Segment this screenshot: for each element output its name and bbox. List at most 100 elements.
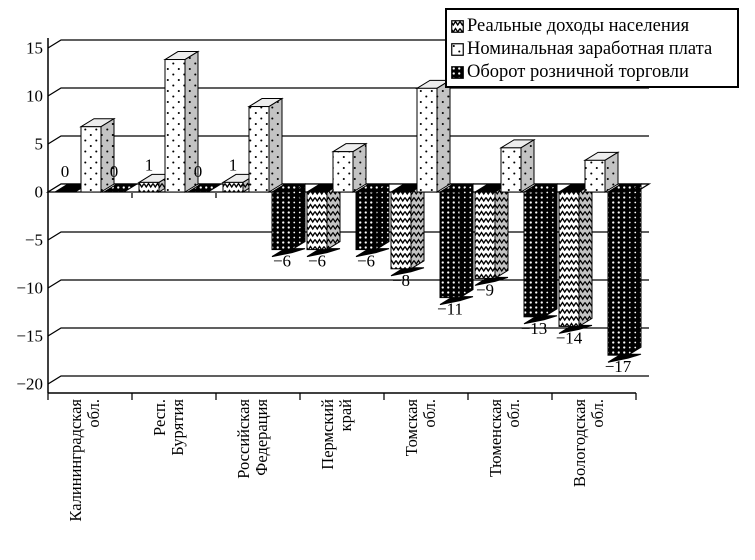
y-axis-tick-label: 15 xyxy=(26,39,43,58)
y-axis-tick-label: 10 xyxy=(26,87,43,106)
grid-line xyxy=(47,375,649,385)
bar-front-face xyxy=(355,191,377,251)
y-axis-tick-label: 0 xyxy=(35,183,44,202)
bar-front-face xyxy=(332,151,354,193)
y-axis-tick-label: −20 xyxy=(16,375,43,394)
data-label: −17 xyxy=(605,357,632,376)
bar-layer xyxy=(53,50,643,363)
grid-line xyxy=(47,135,649,145)
bar-zero-cap xyxy=(270,183,307,193)
axis-layer xyxy=(47,38,637,400)
data-label: 1 xyxy=(145,155,154,174)
bar-side-face xyxy=(543,183,558,318)
data-label: 0 xyxy=(194,162,203,181)
category-label: обл. xyxy=(588,399,607,428)
bar-front-face xyxy=(416,87,438,193)
category-label: Респ. xyxy=(150,399,169,436)
category-label: Томская xyxy=(402,399,421,457)
bar-bottom-face xyxy=(355,248,390,258)
legend-label: Оборот розничной торговли xyxy=(467,62,689,82)
bar-side-face xyxy=(100,117,115,193)
bar-bottom-face xyxy=(306,248,341,258)
data-label: 0 xyxy=(61,162,70,181)
bar-side-face xyxy=(326,183,341,251)
bar-bottom-face xyxy=(607,353,642,363)
bar-front-face xyxy=(248,106,270,193)
category-label: Пермский xyxy=(318,399,337,470)
bar-bottom-face xyxy=(474,276,509,286)
data-label: −13 xyxy=(521,319,548,338)
bar-zero-cap xyxy=(186,183,223,193)
bar-side-face xyxy=(291,183,306,251)
y-axis-tick-label: 5 xyxy=(35,135,44,154)
category-label: Калининградская xyxy=(66,399,85,522)
bar-front-face xyxy=(500,147,522,193)
grid-line xyxy=(47,327,649,337)
bar-front-face xyxy=(558,191,580,327)
category-label: Федерация xyxy=(252,399,271,476)
data-label: −6 xyxy=(273,252,291,271)
legend-item: Оборот розничной торговли xyxy=(451,61,737,84)
bar-front-face xyxy=(164,59,186,193)
bar-side-face xyxy=(520,138,535,193)
data-label: −11 xyxy=(437,300,463,319)
category-label: Тюменская xyxy=(486,399,505,477)
bar-zero-cap xyxy=(354,183,391,193)
bar-front-face xyxy=(523,191,545,318)
zigzag-pattern-icon xyxy=(451,20,464,33)
bar-zero-cap xyxy=(522,183,559,193)
y-axis-tick-label: −5 xyxy=(25,231,43,250)
bar-front-face xyxy=(306,191,328,251)
bar-bottom-face xyxy=(558,324,593,334)
bar-side-face xyxy=(578,183,593,328)
bar-front-face xyxy=(390,191,412,270)
bar-side-face xyxy=(268,97,283,193)
data-label: −6 xyxy=(357,252,375,271)
grid-line xyxy=(47,87,649,97)
bar-side-face xyxy=(410,183,425,270)
category-label: Бурятия xyxy=(168,399,187,456)
bar-front-face xyxy=(138,181,160,193)
category-label: Российская xyxy=(234,399,253,479)
category-label: обл. xyxy=(420,399,439,428)
y-axis-tick-label: −10 xyxy=(16,279,43,298)
y-axis-tick-label: −15 xyxy=(16,327,43,346)
bar-front-face xyxy=(439,191,461,299)
bar-side-face xyxy=(459,183,474,299)
bar-bottom-face xyxy=(271,248,306,258)
data-label: −14 xyxy=(556,328,583,347)
chart-legend: Реальные доходы населения Номинальная за… xyxy=(445,8,739,88)
dots-pattern-icon xyxy=(451,43,464,56)
bar-side-face xyxy=(352,142,367,193)
legend-label: Реальные доходы населения xyxy=(467,16,690,36)
category-label: край xyxy=(336,399,355,432)
bar-side-face xyxy=(627,183,642,357)
data-label: 1 xyxy=(229,155,238,174)
legend-label: Номинальная заработная плата xyxy=(467,39,713,59)
grid-pattern-icon xyxy=(451,66,464,79)
category-label: обл. xyxy=(84,399,103,428)
bar-front-face xyxy=(607,191,629,356)
data-label: 0 xyxy=(110,162,119,181)
bar-front-face xyxy=(80,126,102,193)
bar-bottom-face xyxy=(390,267,425,277)
bar-side-face xyxy=(494,183,509,280)
bar-bottom-face xyxy=(439,296,474,306)
bar-side-face xyxy=(436,79,451,193)
legend-item: Реальные доходы населения xyxy=(451,15,737,38)
bar-zero-cap xyxy=(606,183,643,193)
category-label: обл. xyxy=(504,399,523,428)
data-label: −6 xyxy=(308,252,326,271)
legend-item: Номинальная заработная плата xyxy=(451,38,737,61)
bar-bottom-face xyxy=(523,315,558,325)
bar-side-face xyxy=(375,183,390,251)
bar-zero-cap xyxy=(102,183,139,193)
bar-zero-cap xyxy=(438,183,475,193)
bar-front-face xyxy=(271,191,293,251)
bar-front-face xyxy=(222,181,244,193)
data-label: −8 xyxy=(392,271,410,290)
bar-front-face xyxy=(474,191,496,279)
